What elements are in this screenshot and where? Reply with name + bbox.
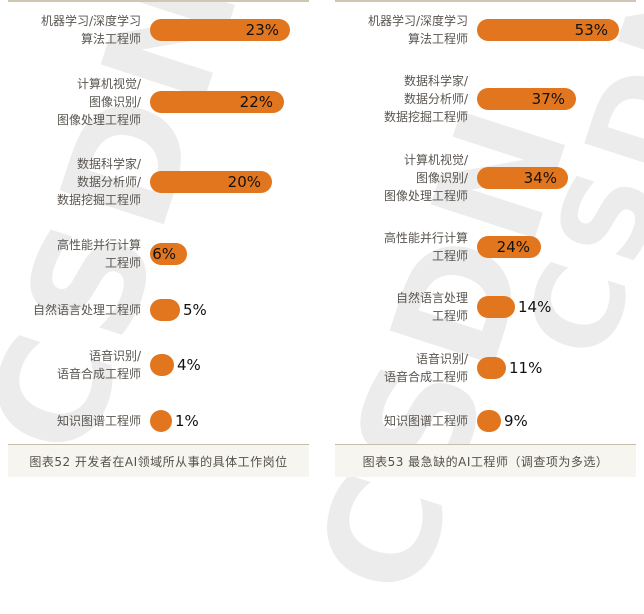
bar-row: 高性能并行计算 工程师 24% (335, 229, 636, 265)
chart-caption: 图表53 最急缺的AI工程师（调查项为多选） (335, 444, 636, 477)
bar-row: 知识图谱工程师 9% (335, 409, 636, 432)
chart-52-ai-job-roles: 机器学习/深度学习 算法工程师 23% 计算机视觉/ 图像识别/ 图像处理工程师 22… (8, 0, 309, 477)
bar-area: 20% (150, 171, 309, 194)
bar-area: 9% (477, 409, 636, 432)
category-label: 语音识别/ 语音合成工程师 (56, 349, 141, 382)
bar (477, 296, 515, 319)
bar: 24% (477, 235, 541, 258)
bar-row: 语音识别/ 语音合成工程师 11% (335, 350, 636, 386)
category-label: 知识图谱工程师 (56, 413, 141, 428)
category-label: 高性能并行计算 工程师 (383, 230, 468, 263)
value-label: 1% (175, 411, 199, 430)
bar-row: 机器学习/深度学习 算法工程师 23% (8, 12, 309, 48)
bar-area: 24% (477, 235, 636, 258)
bar-area: 37% (477, 88, 636, 111)
chart-rows: 机器学习/深度学习 算法工程师 53% 数据科学家/ 数据分析师/ 数据挖掘工程师 3… (335, 2, 636, 444)
value-label: 20% (227, 173, 261, 192)
bar-area: 11% (477, 356, 636, 379)
value-label: 24% (496, 237, 530, 256)
bar-row: 自然语言处理工程师 5% (8, 298, 309, 321)
bar (477, 409, 501, 432)
bar-area: 1% (150, 409, 309, 432)
chart-caption: 图表52 开发者在AI领域所从事的具体工作岗位 (8, 444, 309, 477)
bar: 37% (477, 88, 576, 111)
value-label: 22% (239, 92, 273, 111)
category-label: 语音识别/ 语音合成工程师 (383, 351, 468, 384)
category-label: 机器学习/深度学习 算法工程师 (40, 14, 141, 46)
bar: 53% (477, 19, 619, 41)
bar: 6% (150, 242, 187, 265)
chart-rows: 机器学习/深度学习 算法工程师 23% 计算机视觉/ 图像识别/ 图像处理工程师 22… (8, 2, 309, 444)
bar-area: 4% (150, 354, 309, 377)
bar (150, 409, 172, 432)
value-label: 34% (523, 168, 557, 187)
bar-row: 计算机视觉/ 图像识别/ 图像处理工程师 34% (335, 151, 636, 205)
bar-row: 机器学习/深度学习 算法工程师 53% (335, 12, 636, 48)
value-label: 4% (177, 356, 201, 375)
bar-row: 知识图谱工程师 1% (8, 409, 309, 432)
category-label: 高性能并行计算 工程师 (56, 237, 141, 270)
bar: 34% (477, 166, 568, 189)
bar-area: 53% (477, 19, 636, 41)
value-label: 37% (531, 90, 565, 109)
bar: 22% (150, 90, 284, 113)
value-label: 14% (518, 298, 552, 317)
bar-area: 34% (477, 166, 636, 189)
category-label: 机器学习/深度学习 算法工程师 (367, 14, 468, 46)
value-label: 11% (509, 358, 543, 377)
bar-row: 语音识别/ 语音合成工程师 4% (8, 347, 309, 383)
value-label: 5% (183, 300, 207, 319)
bar-row: 数据科学家/ 数据分析师/ 数据挖掘工程师 37% (335, 72, 636, 126)
chart-53-most-needed-ai-engineers: 机器学习/深度学习 算法工程师 53% 数据科学家/ 数据分析师/ 数据挖掘工程师 3… (335, 0, 636, 477)
category-label: 知识图谱工程师 (383, 413, 468, 428)
bar-area: 14% (477, 296, 636, 319)
category-label: 数据科学家/ 数据分析师/ 数据挖掘工程师 (383, 74, 468, 125)
bar-row: 计算机视觉/ 图像识别/ 图像处理工程师 22% (8, 75, 309, 129)
bar (477, 356, 506, 379)
bar-area: 23% (150, 19, 309, 41)
bar-row: 数据科学家/ 数据分析师/ 数据挖掘工程师 20% (8, 155, 309, 209)
charts-container: 机器学习/深度学习 算法工程师 23% 计算机视觉/ 图像识别/ 图像处理工程师 22… (8, 0, 636, 477)
bar-row: 自然语言处理 工程师 14% (335, 289, 636, 325)
value-label: 23% (245, 21, 279, 39)
bar-area: 5% (150, 298, 309, 321)
category-label: 计算机视觉/ 图像识别/ 图像处理工程师 (56, 76, 141, 127)
bar: 23% (150, 19, 290, 41)
bar: 20% (150, 171, 272, 194)
bar (150, 298, 180, 321)
category-label: 数据科学家/ 数据分析师/ 数据挖掘工程师 (56, 157, 141, 208)
bar (150, 354, 174, 377)
value-label: 9% (504, 411, 528, 430)
category-label: 自然语言处理 工程师 (395, 291, 468, 324)
value-label: 6% (152, 244, 176, 263)
category-label: 计算机视觉/ 图像识别/ 图像处理工程师 (383, 152, 468, 203)
value-label: 53% (574, 21, 608, 39)
bar-area: 22% (150, 90, 309, 113)
category-label: 自然语言处理工程师 (32, 302, 141, 317)
bar-area: 6% (150, 242, 309, 265)
bar-row: 高性能并行计算 工程师 6% (8, 236, 309, 272)
